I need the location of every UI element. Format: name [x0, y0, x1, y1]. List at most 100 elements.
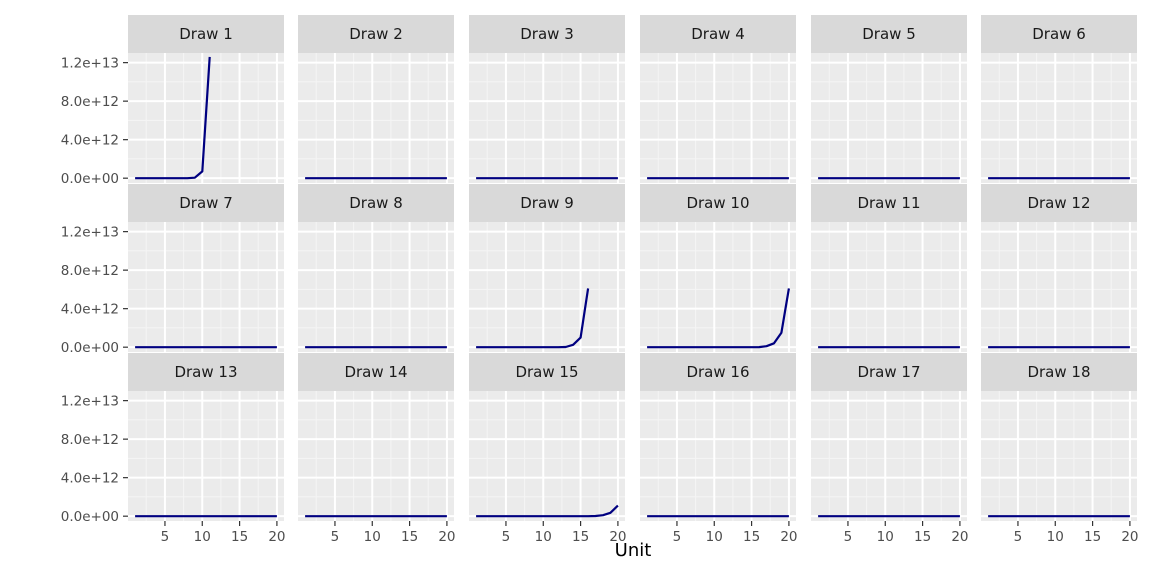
strip-background	[981, 15, 1137, 53]
y-tick-label: 0.0e+00	[61, 509, 119, 525]
y-tick-label: 8.0e+12	[61, 94, 119, 110]
strip-label: Draw 14	[344, 363, 407, 381]
x-tick-label: 15	[743, 529, 760, 545]
strip-background	[298, 15, 454, 53]
panel-background	[640, 391, 796, 521]
y-tick-label: 0.0e+00	[61, 340, 119, 356]
panel-background	[128, 222, 284, 352]
strip-background	[981, 184, 1137, 222]
strip-background	[469, 15, 625, 53]
panel-7: Draw 7	[128, 184, 284, 352]
x-tick-label: 10	[877, 529, 894, 545]
panel-3: Draw 3	[469, 15, 625, 183]
strip-label: Draw 17	[857, 363, 920, 381]
y-tick-label: 8.0e+12	[61, 263, 119, 279]
panel-1: Draw 1	[128, 15, 284, 183]
y-tick-label: 4.0e+12	[61, 471, 119, 487]
x-tick-label: 20	[268, 529, 285, 545]
x-tick-label: 15	[914, 529, 931, 545]
panel-12: Draw 12	[981, 184, 1137, 352]
strip-label: Draw 15	[515, 363, 578, 381]
panel-background	[298, 53, 454, 183]
panel-background	[128, 391, 284, 521]
panel-background	[981, 222, 1137, 352]
panel-4: Draw 4	[640, 15, 796, 183]
strip-background	[640, 353, 796, 391]
strip-background	[811, 353, 967, 391]
x-tick-label: 10	[1047, 529, 1064, 545]
strip-background	[469, 353, 625, 391]
strip-label: Draw 8	[349, 194, 403, 212]
strip-label: Draw 5	[862, 25, 916, 43]
x-tick-label: 5	[673, 529, 682, 545]
panels-layer: Draw 1 Draw 2 Draw 3 Draw 4 Draw 5 Draw 6 Draw…	[128, 15, 1137, 521]
panel-16: Draw 16	[640, 353, 796, 521]
strip-label: Draw 16	[686, 363, 749, 381]
strip-background	[128, 15, 284, 53]
panel-14: Draw 14	[298, 353, 454, 521]
y-tick-label: 4.0e+12	[61, 133, 119, 149]
panel-background	[640, 53, 796, 183]
y-tick-label: 1.2e+13	[61, 225, 119, 241]
panel-background	[640, 222, 796, 352]
x-axis-title: Unit	[615, 540, 652, 561]
x-tick-label: 15	[231, 529, 248, 545]
panel-background	[811, 53, 967, 183]
panel-background	[298, 391, 454, 521]
panel-10: Draw 10	[640, 184, 796, 352]
x-tick-label: 5	[502, 529, 511, 545]
strip-background	[811, 184, 967, 222]
panel-2: Draw 2	[298, 15, 454, 183]
strip-label: Draw 10	[686, 194, 749, 212]
strip-label: Draw 18	[1027, 363, 1090, 381]
series-line	[476, 504, 619, 518]
panel-5: Draw 5	[811, 15, 967, 183]
strip-background	[128, 353, 284, 391]
strip-label: Draw 6	[1032, 25, 1086, 43]
series-line	[135, 56, 211, 180]
series-line	[647, 288, 790, 349]
y-tick-label: 0.0e+00	[61, 171, 119, 187]
x-tick-label: 20	[438, 529, 455, 545]
strip-background	[469, 184, 625, 222]
x-tick-label: 10	[194, 529, 211, 545]
y-tick-label: 8.0e+12	[61, 432, 119, 448]
x-tick-label: 10	[535, 529, 552, 545]
panel-background	[469, 391, 625, 521]
panel-background	[811, 391, 967, 521]
panel-background	[298, 222, 454, 352]
x-tick-label: 5	[331, 529, 340, 545]
strip-background	[298, 353, 454, 391]
x-axis: 5 10 15 20 5 10 15 20 5 10 15 20 5 10 15 20 5 10 15 20 5 10 15…	[161, 521, 1139, 545]
x-tick-label: 5	[844, 529, 853, 545]
x-tick-label: 15	[1084, 529, 1101, 545]
strip-background	[640, 15, 796, 53]
panel-background	[981, 391, 1137, 521]
y-tick-label: 4.0e+12	[61, 302, 119, 318]
x-tick-label: 20	[951, 529, 968, 545]
series-line	[476, 288, 590, 349]
panel-9: Draw 9	[469, 184, 625, 352]
strip-background	[981, 353, 1137, 391]
strip-label: Draw 3	[520, 25, 574, 43]
strip-label: Draw 7	[179, 194, 233, 212]
panel-18: Draw 18	[981, 353, 1137, 521]
panel-6: Draw 6	[981, 15, 1137, 183]
panel-background	[469, 53, 625, 183]
panel-15: Draw 15	[469, 353, 625, 521]
strip-background	[640, 184, 796, 222]
strip-background	[811, 15, 967, 53]
strip-label: Draw 4	[691, 25, 745, 43]
strip-background	[298, 184, 454, 222]
x-tick-label: 10	[706, 529, 723, 545]
x-tick-label: 15	[572, 529, 589, 545]
y-tick-label: 1.2e+13	[61, 56, 119, 72]
strip-label: Draw 9	[520, 194, 574, 212]
panel-8: Draw 8	[298, 184, 454, 352]
y-tick-label: 1.2e+13	[61, 394, 119, 410]
panel-background	[811, 222, 967, 352]
x-tick-label: 20	[1121, 529, 1138, 545]
strip-label: Draw 13	[174, 363, 237, 381]
strip-label: Draw 2	[349, 25, 403, 43]
